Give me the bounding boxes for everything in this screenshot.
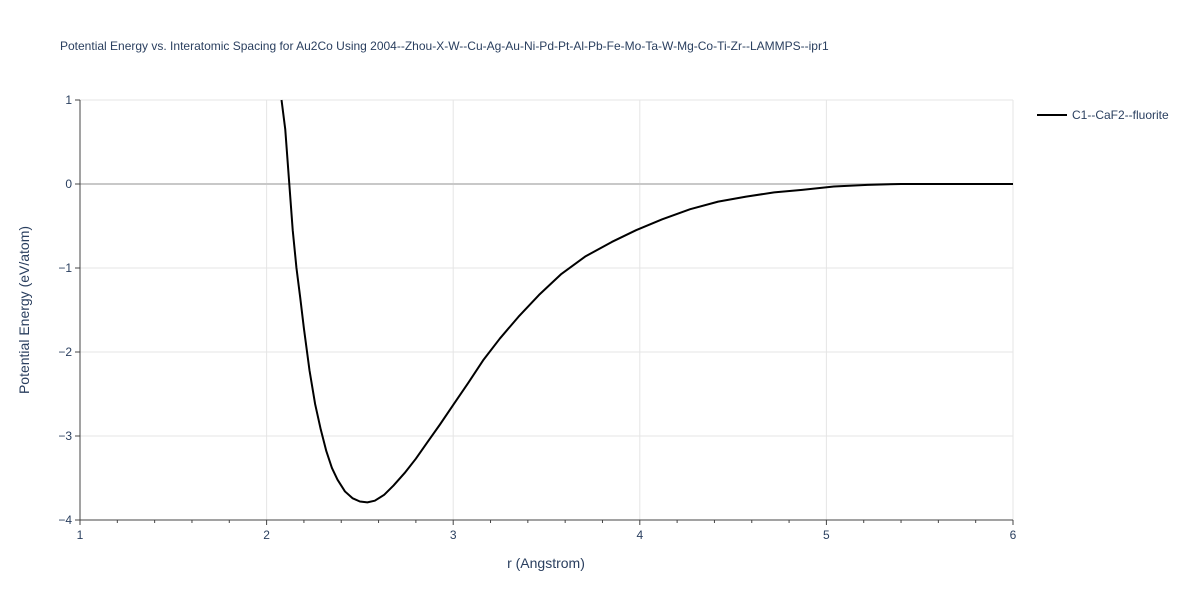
legend[interactable]: C1--CaF2--fluorite bbox=[1037, 108, 1169, 122]
x-tick-label: 2 bbox=[263, 528, 270, 542]
y-tick-label: 1 bbox=[65, 93, 72, 107]
y-axis-title: Potential Energy (eV/atom) bbox=[16, 226, 32, 394]
legend-label[interactable]: C1--CaF2--fluorite bbox=[1072, 108, 1169, 122]
axes: 1 2 3 4 5 6 1 0 −1 −2 −3 −4 bbox=[58, 93, 1016, 542]
x-tick-label: 1 bbox=[77, 528, 84, 542]
chart-title: Potential Energy vs. Interatomic Spacing… bbox=[60, 39, 829, 53]
x-tick-label: 6 bbox=[1010, 528, 1017, 542]
series-line[interactable] bbox=[280, 99, 1013, 504]
x-tick-label: 3 bbox=[450, 528, 457, 542]
y-tick-label: −4 bbox=[58, 513, 72, 527]
x-tick-label: 5 bbox=[823, 528, 830, 542]
x-axis-title: r (Angstrom) bbox=[507, 555, 585, 571]
y-tick-label: −2 bbox=[58, 345, 72, 359]
x-tick-label: 4 bbox=[636, 528, 643, 542]
grid bbox=[80, 99, 1014, 520]
y-tick-label: −1 bbox=[58, 261, 72, 275]
y-tick-label: −3 bbox=[58, 429, 72, 443]
y-tick-label: 0 bbox=[65, 177, 72, 191]
series-group bbox=[280, 99, 1013, 504]
